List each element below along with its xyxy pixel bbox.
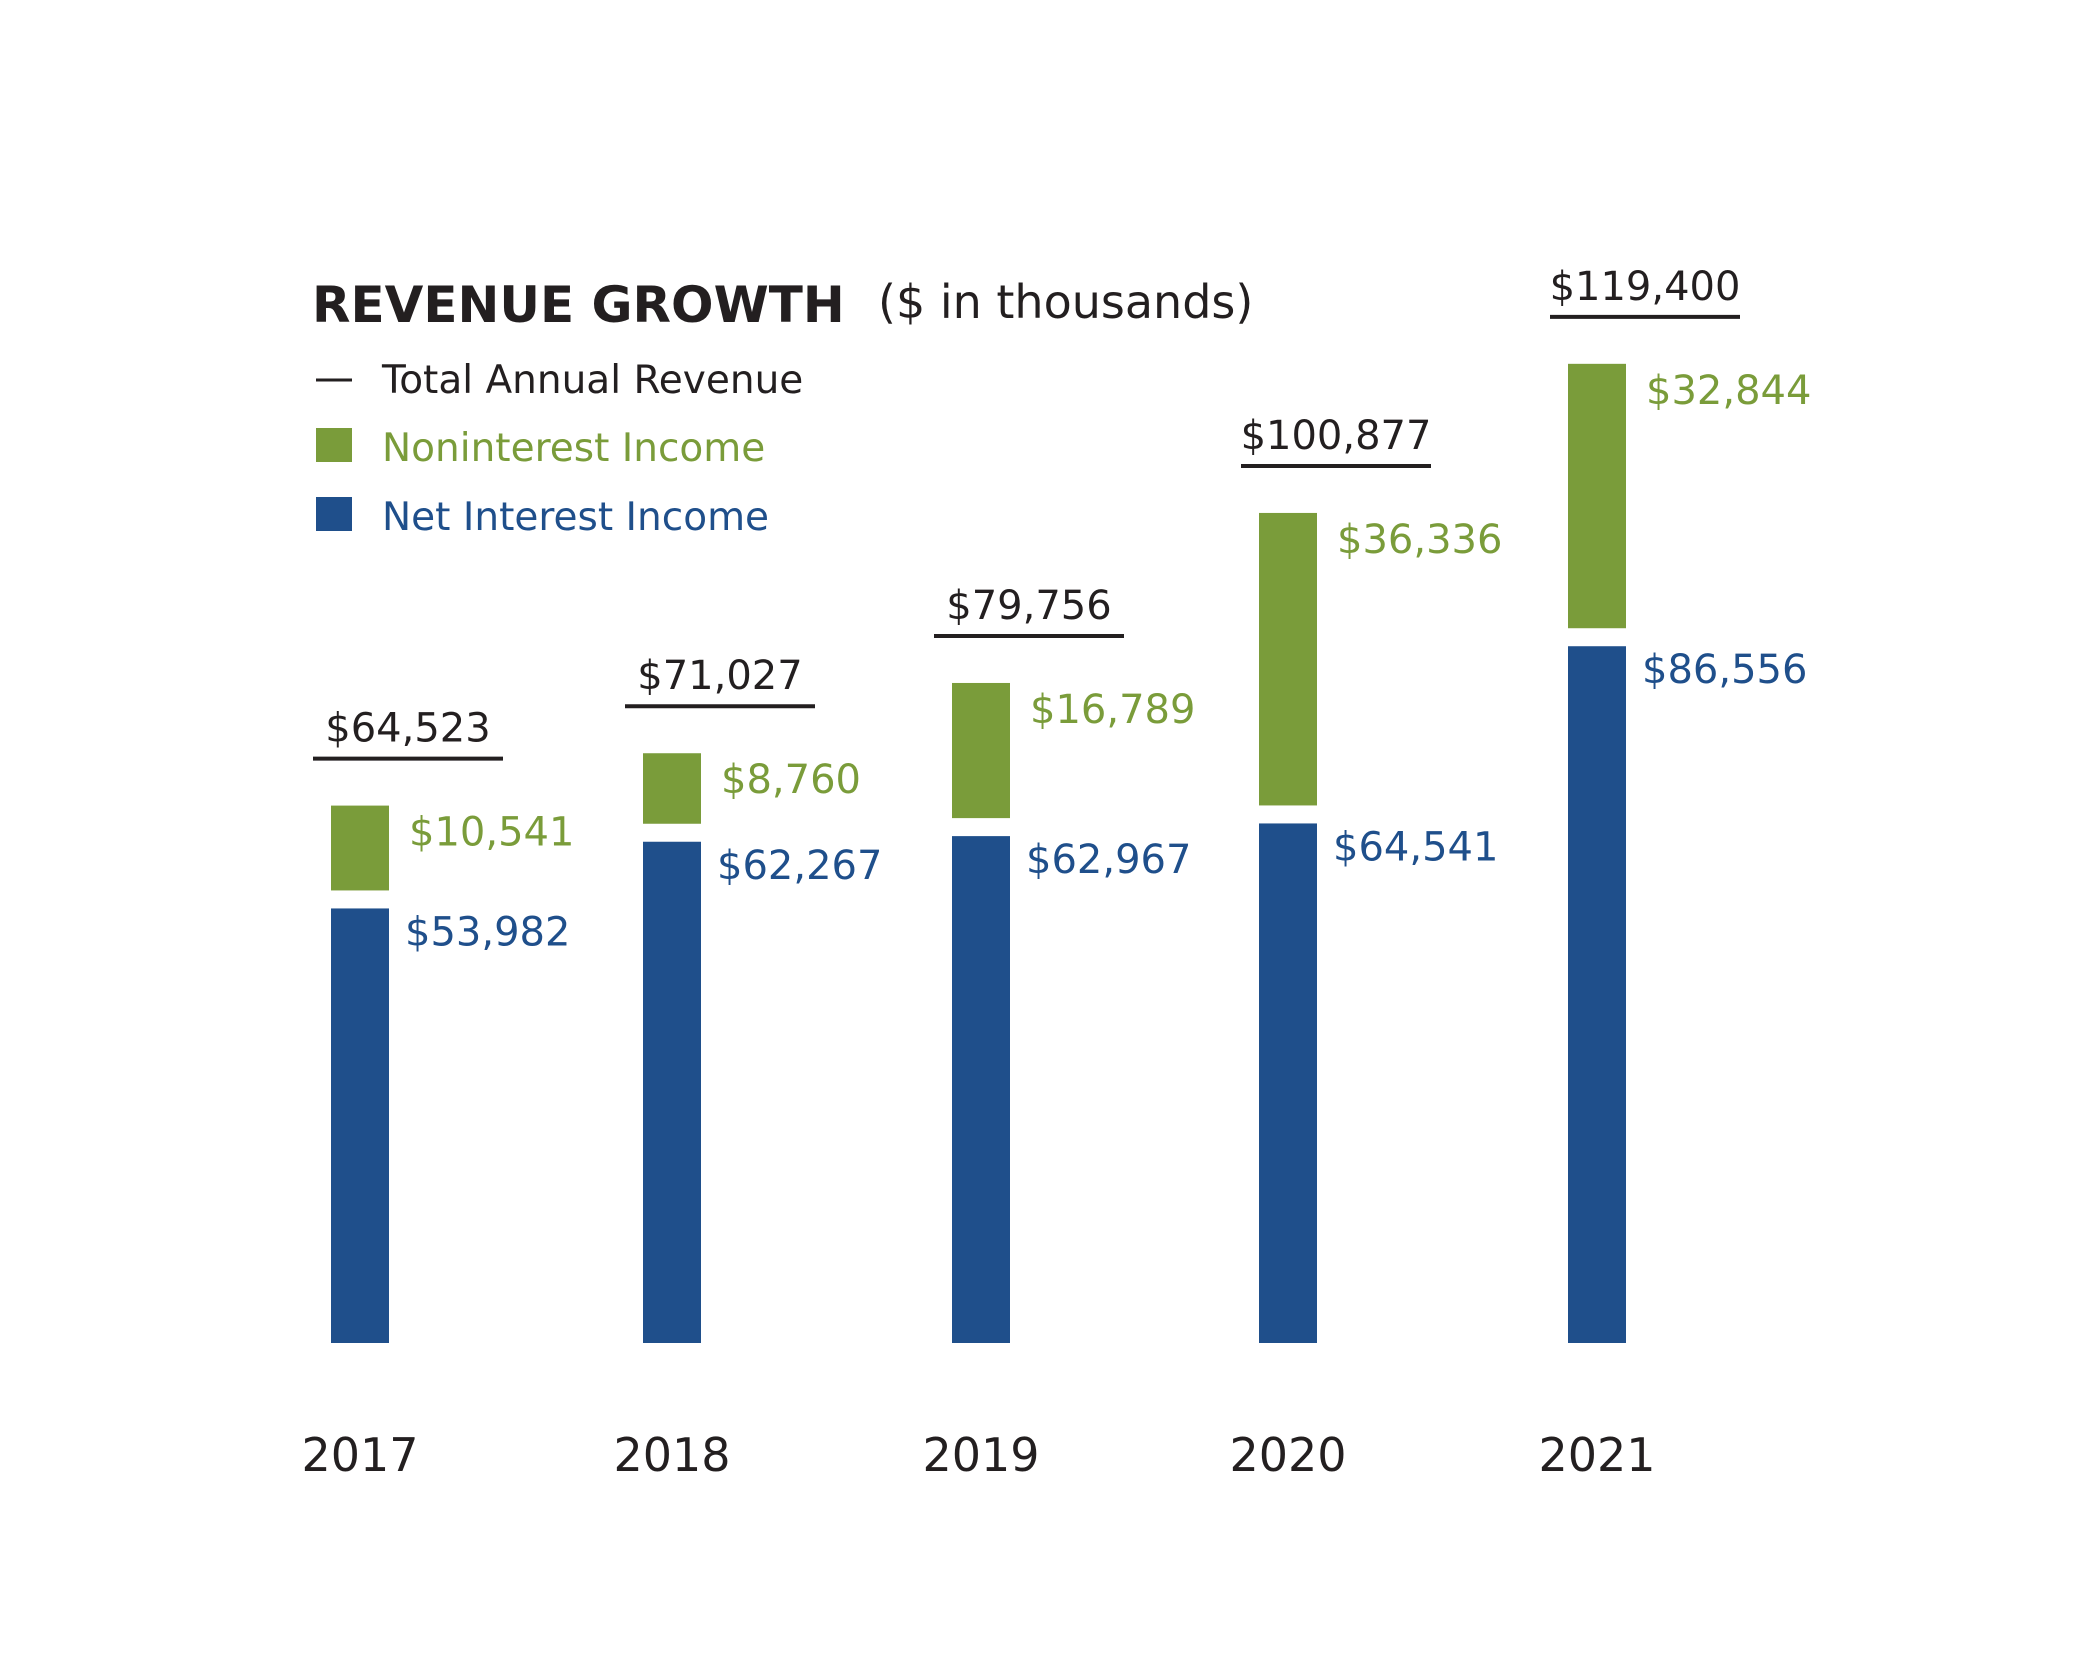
bar-net-interest-2021 <box>1568 646 1626 1343</box>
bar-noninterest-2021 <box>1568 363 1626 629</box>
label-total-2019: $79,756 <box>946 583 1111 629</box>
bar-net-interest-2018 <box>643 841 701 1343</box>
label-total-2017: $64,523 <box>325 706 490 752</box>
label-total-2021: $119,400 <box>1550 264 1741 310</box>
year-label-2017: 2017 <box>301 1428 418 1482</box>
year-label-2018: 2018 <box>613 1428 730 1482</box>
bar-net-interest-2019 <box>952 836 1010 1343</box>
label-noninterest-2021: $32,844 <box>1646 368 1811 414</box>
bars-group <box>331 363 1626 1343</box>
label-net-interest-2020: $64,541 <box>1333 824 1498 870</box>
bar-net-interest-2020 <box>1259 823 1317 1343</box>
label-noninterest-2017: $10,541 <box>409 810 574 856</box>
bar-noninterest-2020 <box>1259 512 1317 806</box>
label-net-interest-2018: $62,267 <box>717 843 882 889</box>
label-total-2020: $100,877 <box>1241 413 1432 459</box>
legend-net-interest-swatch-icon <box>316 497 352 531</box>
label-net-interest-2021: $86,556 <box>1642 647 1807 693</box>
legend-noninterest-swatch-icon <box>316 428 352 462</box>
legend: Total Annual Revenue Noninterest Income … <box>316 358 803 540</box>
label-noninterest-2019: $16,789 <box>1030 687 1195 733</box>
bar-noninterest-2019 <box>952 682 1010 819</box>
label-noninterest-2020: $36,336 <box>1337 517 1502 563</box>
legend-noninterest-label: Noninterest Income <box>382 426 765 471</box>
chart-subtitle: ($ in thousands) <box>878 275 1253 329</box>
labels-group: $10,541 $53,982 $64,523 2017 $8,760 $62,267 $7… <box>301 264 1811 1482</box>
bar-noninterest-2017 <box>331 805 389 891</box>
bar-noninterest-2018 <box>643 753 701 824</box>
year-label-2019: 2019 <box>922 1428 1039 1482</box>
year-label-2021: 2021 <box>1538 1428 1655 1482</box>
label-total-2018: $71,027 <box>637 653 802 699</box>
year-label-2020: 2020 <box>1229 1428 1346 1482</box>
label-noninterest-2018: $8,760 <box>721 757 861 803</box>
legend-total-label: Total Annual Revenue <box>381 358 803 403</box>
label-net-interest-2019: $62,967 <box>1026 837 1191 883</box>
bar-net-interest-2017 <box>331 908 389 1343</box>
label-net-interest-2017: $53,982 <box>405 909 570 955</box>
chart-title: REVENUE GROWTH <box>312 276 845 334</box>
legend-net-interest-label: Net Interest Income <box>382 495 769 540</box>
